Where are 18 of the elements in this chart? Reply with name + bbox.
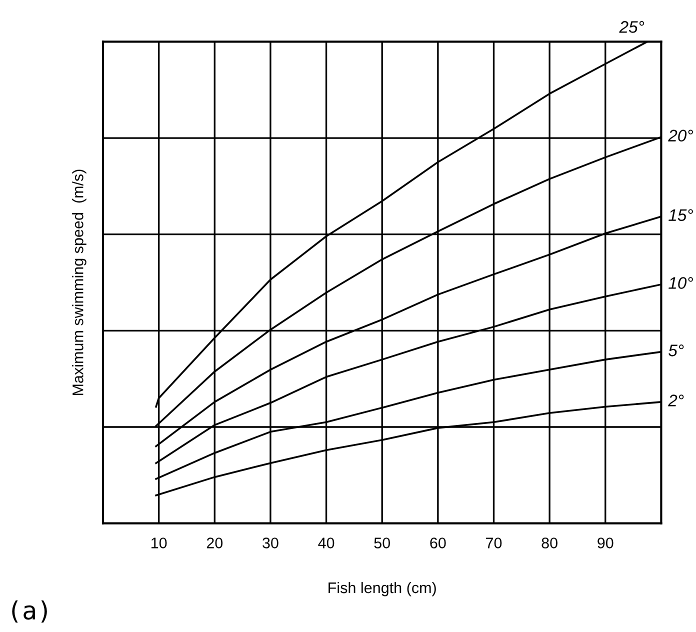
x-tick-label: 10 xyxy=(151,538,167,548)
series-label: 2° xyxy=(668,394,684,406)
x-tick-label: 80 xyxy=(542,538,558,548)
x-tick-label: 30 xyxy=(262,538,278,548)
series-label: 20° xyxy=(668,130,693,142)
x-tick-label: 70 xyxy=(486,538,502,548)
series-label: 5° xyxy=(668,344,684,356)
x-axis-title: Fish length (cm) xyxy=(328,582,436,596)
x-tick-label: 40 xyxy=(318,538,334,548)
x-tick-label: 50 xyxy=(374,538,390,548)
series-label: 15° xyxy=(668,209,693,221)
text: (a) xyxy=(12,600,47,623)
series-label: 10° xyxy=(668,277,693,289)
series-label: 25° xyxy=(619,21,644,33)
y-axis-title: Maximum swimming speed (m/s) xyxy=(72,170,86,395)
x-tick-label: 20 xyxy=(206,538,223,548)
x-tick-label: 60 xyxy=(430,538,446,548)
x-tick-label: 90 xyxy=(598,538,614,548)
